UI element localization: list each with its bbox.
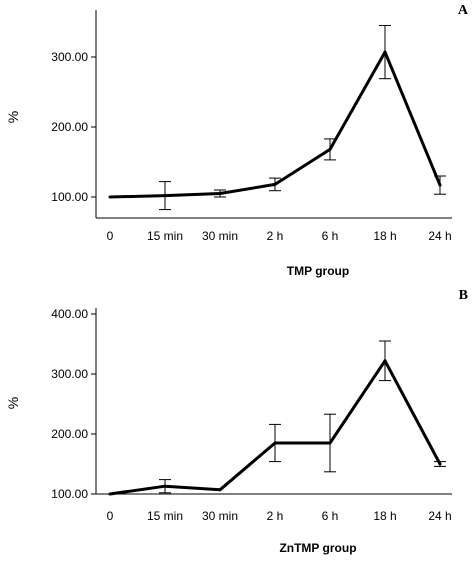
x-tick-label: 24 h bbox=[428, 509, 451, 523]
data-point bbox=[328, 147, 332, 151]
x-tick-label: 2 h bbox=[267, 229, 284, 243]
x-tick-label: 30 min bbox=[202, 509, 238, 523]
x-tick-label: 30 min bbox=[202, 229, 238, 243]
data-point bbox=[218, 488, 222, 492]
y-tick-label: 400.00 bbox=[51, 307, 88, 321]
data-point bbox=[383, 50, 387, 54]
y-tick-label: 300.00 bbox=[51, 367, 88, 381]
x-tick-label: 0 bbox=[107, 509, 114, 523]
panel-a-label: A bbox=[458, 3, 469, 18]
data-point bbox=[273, 182, 277, 186]
series-line bbox=[109, 50, 442, 199]
data-point bbox=[273, 441, 277, 445]
x-tick-label: 2 h bbox=[267, 509, 284, 523]
x-tick-label: 18 h bbox=[373, 509, 396, 523]
panel-b-chart: B % ZnTMP group 100.00 200.00 300.00 400.00… bbox=[5, 288, 468, 555]
data-point bbox=[328, 441, 332, 445]
panel-a-chart: A % TMP group 100.00 200.00 300.00 0 15 min 3… bbox=[5, 3, 469, 278]
x-tick-label: 6 h bbox=[322, 229, 339, 243]
data-point bbox=[438, 183, 442, 187]
data-point bbox=[108, 195, 112, 199]
data-point bbox=[163, 194, 167, 198]
x-tick-label: 15 min bbox=[147, 509, 183, 523]
x-tick-label: 15 min bbox=[147, 229, 183, 243]
y-tick-label: 200.00 bbox=[51, 120, 88, 134]
y-tick-label: 300.00 bbox=[51, 50, 88, 64]
y-tick-label: 200.00 bbox=[51, 427, 88, 441]
panel-b-label: B bbox=[459, 288, 468, 303]
panel-b-y-axis-label: % bbox=[5, 397, 21, 409]
x-tick-label: 18 h bbox=[373, 229, 396, 243]
y-tick-label: 100.00 bbox=[51, 190, 88, 204]
x-tick-label: 6 h bbox=[322, 509, 339, 523]
x-tick-label: 0 bbox=[107, 229, 114, 243]
data-point bbox=[163, 484, 167, 488]
panel-a-x-axis-label: TMP group bbox=[287, 264, 349, 278]
panel-b-x-axis-label: ZnTMP group bbox=[279, 541, 356, 555]
x-tick-label: 24 h bbox=[428, 229, 451, 243]
panel-a-y-axis-label: % bbox=[5, 111, 21, 123]
data-point bbox=[218, 192, 222, 195]
data-point bbox=[383, 359, 387, 363]
data-point bbox=[108, 492, 112, 496]
y-tick-label: 100.00 bbox=[51, 487, 88, 501]
data-point bbox=[438, 462, 442, 466]
